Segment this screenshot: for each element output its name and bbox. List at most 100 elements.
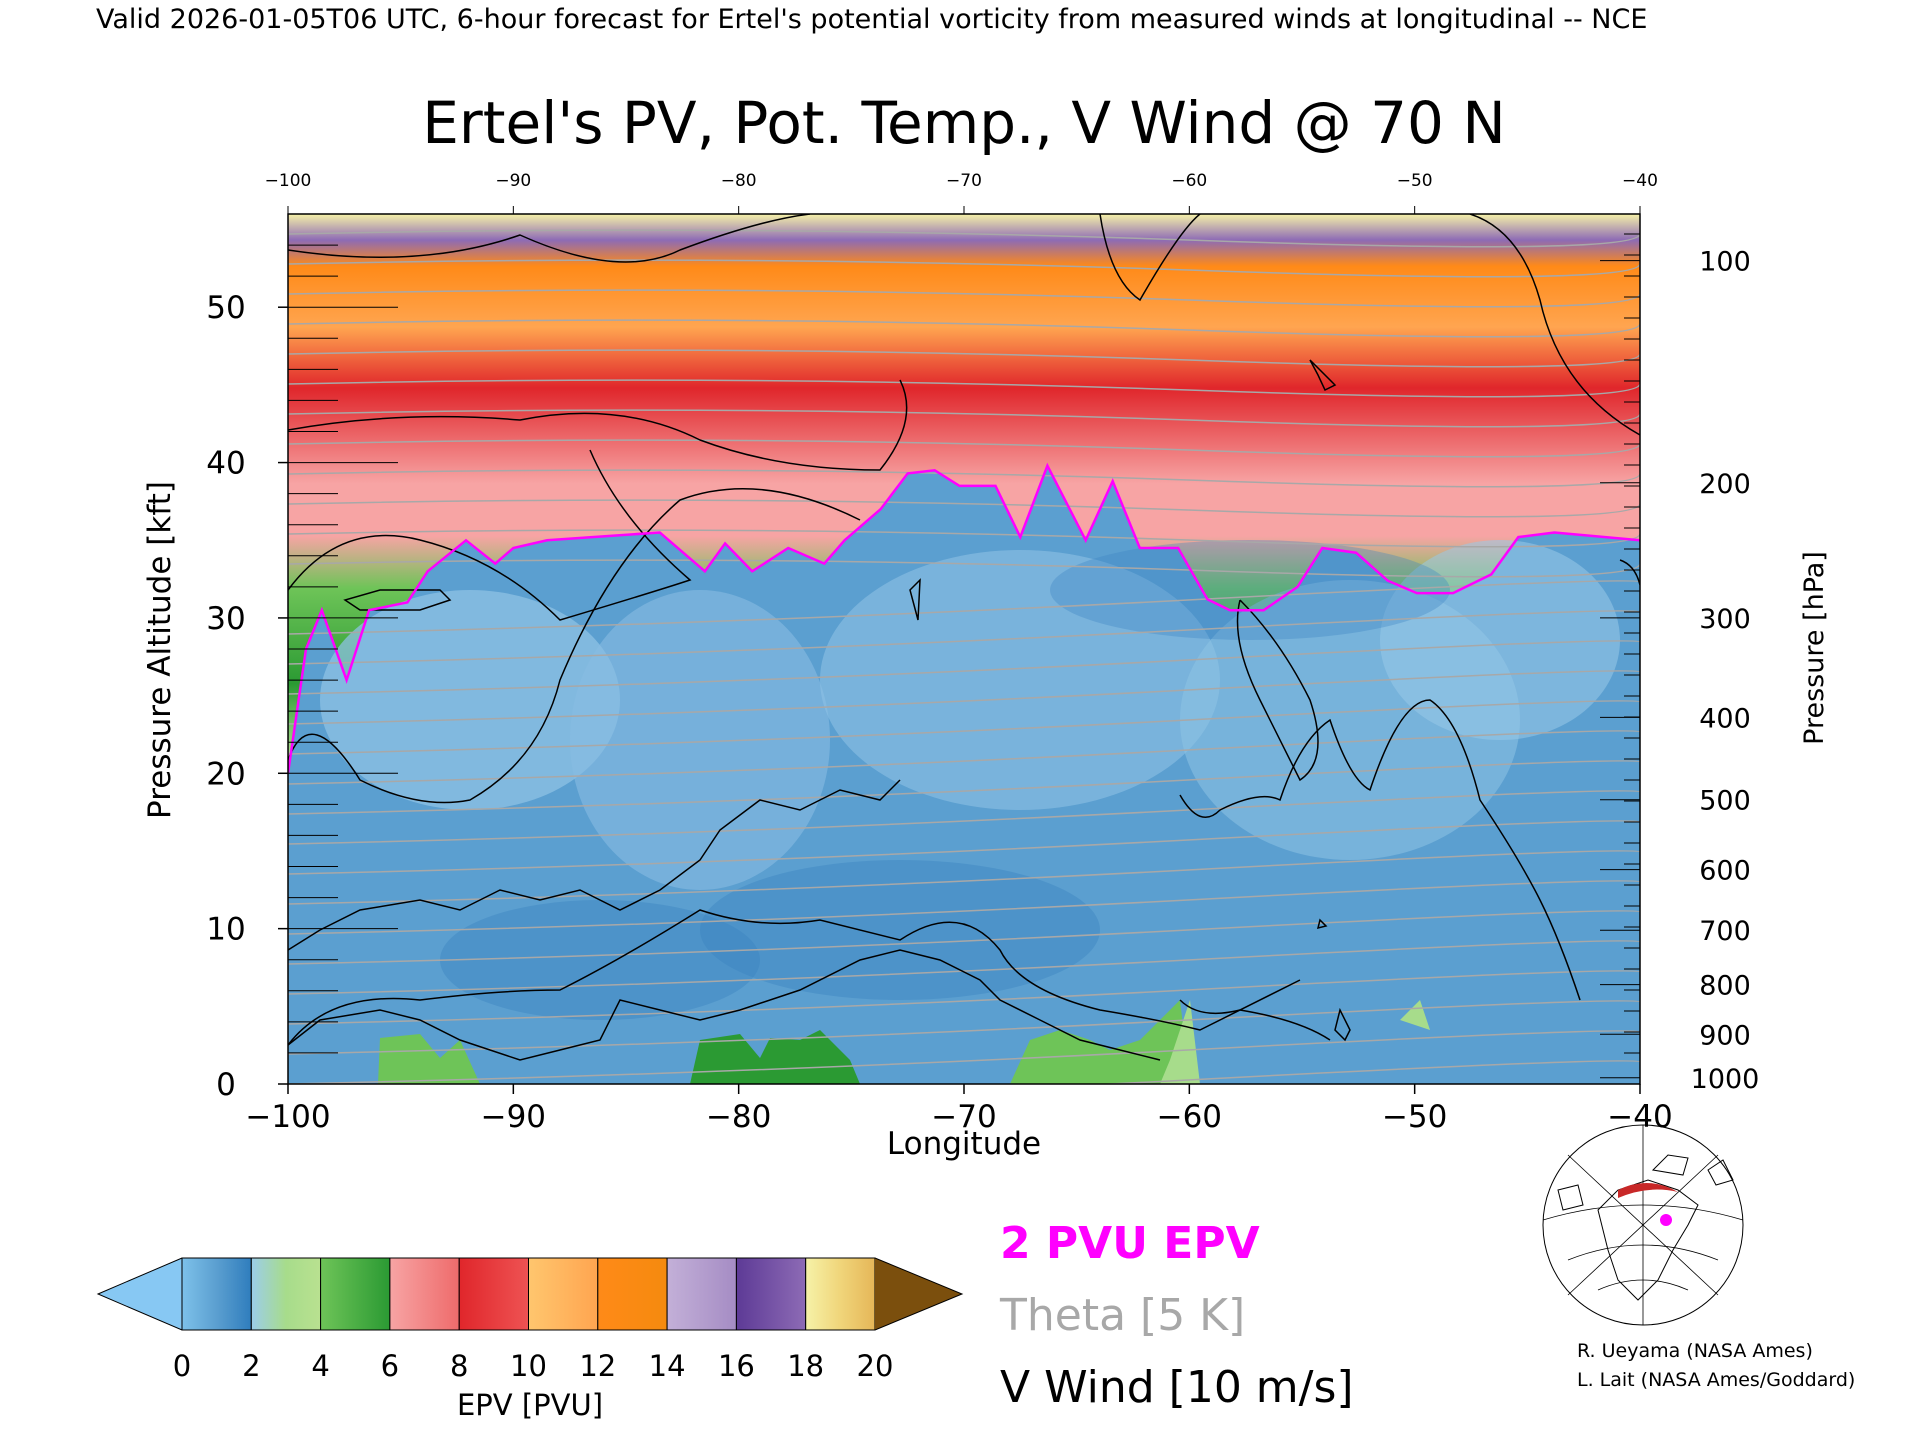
- theta-contour-line: [288, 349, 1640, 368]
- y-axis-right-label: Pressure [hPa]: [1799, 551, 1830, 745]
- inset-location-dot: [1660, 1214, 1672, 1226]
- pressure-tick-label: 700: [1699, 916, 1751, 947]
- pressure-tick-label: 300: [1699, 604, 1751, 635]
- theta-contour-line: [288, 640, 1640, 695]
- colorbar-cell: [597, 1257, 668, 1331]
- x-top-tick-label: −80: [721, 171, 757, 191]
- y-axis-right-ticks: 100 200 300 400 500 600 700 800 900 1000: [1691, 247, 1760, 1095]
- theta-contour-line: [288, 379, 1640, 398]
- theta-contour-line: [288, 970, 1640, 1025]
- colorbar-tick-label: 2: [242, 1349, 260, 1383]
- contour-legend: 2 PVU EPV Theta [5 K] V Wind [10 m/s]: [999, 1218, 1354, 1413]
- theta-contour-line: [288, 880, 1640, 935]
- pressure-tick-label: 900: [1699, 1020, 1751, 1051]
- x-top-tick-label: −40: [1622, 171, 1658, 191]
- x-top-tick-label: −90: [495, 171, 531, 191]
- theta-contour-line: [288, 670, 1640, 725]
- legend-theta: Theta [5 K]: [999, 1290, 1245, 1341]
- theta-contour-line: [288, 580, 1640, 635]
- y-tick-label: 0: [216, 1067, 236, 1103]
- theta-contour-line: [288, 760, 1640, 815]
- theta-contour-line: [288, 439, 1640, 458]
- x-tick-label: −90: [481, 1099, 546, 1135]
- credit-line-2: L. Lait (NASA Ames/Goddard): [1577, 1369, 1855, 1391]
- x-tick-label: −60: [1157, 1099, 1222, 1135]
- theta-contour-line: [288, 610, 1640, 665]
- x-top-tick-label: −100: [265, 171, 312, 191]
- chart-title: Ertel's PV, Pot. Temp., V Wind @ 70 N: [422, 89, 1505, 157]
- troposphere-texture: [320, 540, 1620, 1020]
- y-axis-left-ticks: 0 10 20 30 40 50: [206, 290, 288, 1103]
- colorbar-cell: [805, 1257, 876, 1331]
- theta-contour-line: [1096, 1060, 1640, 1084]
- x-tick-label: −70: [931, 1099, 996, 1135]
- colorbar-cell: [181, 1257, 252, 1331]
- y-axis-left-label: Pressure Altitude [kft]: [142, 481, 178, 819]
- colorbar-outline: [96, 1257, 964, 1331]
- x-axis-bottom-ticks: −100 −90 −80 −70 −60 −50 −40: [245, 1084, 1673, 1135]
- y-tick-label: 50: [206, 290, 245, 326]
- y-tick-label: 30: [206, 601, 245, 637]
- x-top-tick-label: −60: [1171, 171, 1207, 191]
- x-tick-label: −100: [245, 1099, 330, 1135]
- colorbar-cell: [528, 1257, 599, 1331]
- theta-contour-line: [288, 289, 1640, 308]
- theta-contour-line: [288, 259, 1640, 278]
- x-axis-top-ticks: −100 −90 −80 −70 −60 −50 −40: [265, 171, 1658, 214]
- plot-area: [288, 214, 1640, 1084]
- pressure-tick-label: 200: [1699, 469, 1751, 500]
- inset-section-line: [1618, 1182, 1678, 1198]
- left-minor-ticks: [288, 244, 398, 1085]
- valid-time-header: Valid 2026-01-05T06 UTC, 6-hour forecast…: [96, 4, 1647, 35]
- x-top-tick-label: −70: [946, 171, 982, 191]
- colorbar-tick-label: 8: [450, 1349, 468, 1383]
- colorbar-tick-label: 14: [649, 1349, 686, 1383]
- y-tick-label: 10: [206, 912, 245, 948]
- x-axis-label: Longitude: [887, 1126, 1041, 1162]
- colorbar-tick-label: 10: [510, 1349, 547, 1383]
- right-pressure-minor-ticks: [1600, 233, 1640, 1079]
- colorbar-label: EPV [PVU]: [457, 1388, 603, 1422]
- legend-v-wind: V Wind [10 m/s]: [1000, 1362, 1354, 1413]
- colorbar-tick-label: 20: [857, 1349, 894, 1383]
- theta-contour-line: [288, 1030, 1640, 1084]
- colorbar-cell: [250, 1257, 322, 1331]
- locator-inset-map: [1542, 1124, 1744, 1326]
- colorbar-tick-label: 6: [381, 1349, 399, 1383]
- theta-contour-line: [288, 850, 1640, 905]
- pressure-tick-label: 100: [1699, 247, 1751, 278]
- pv-colorbar: 0 2 4 6 8 10 12 14 16 18 20 EPV [PVU]: [96, 1257, 964, 1422]
- pressure-tick-label: 400: [1699, 703, 1751, 734]
- theta-contour-line: [288, 559, 1640, 578]
- theta-contour-line: [288, 910, 1640, 965]
- colorbar-tick-label: 16: [718, 1349, 755, 1383]
- colorbar-cell: [389, 1257, 460, 1331]
- theta-contour-line: [288, 1000, 1640, 1055]
- theta-contour-line: [288, 700, 1640, 755]
- theta-contour-line: [288, 790, 1640, 845]
- pressure-tick-label: 500: [1699, 786, 1751, 817]
- boundary-layer-patches: [378, 1000, 1430, 1084]
- y-tick-label: 20: [206, 756, 245, 792]
- theta-contour-line: [288, 940, 1640, 995]
- theta-contour-line: [288, 319, 1640, 338]
- y-tick-label: 40: [206, 446, 245, 482]
- colorbar-cell: [320, 1257, 391, 1331]
- legend-2pvu-epv: 2 PVU EPV: [1000, 1218, 1260, 1269]
- colorbar-tick-label: 18: [787, 1349, 824, 1383]
- x-top-tick-label: −50: [1397, 171, 1433, 191]
- theta-contour-line: [288, 730, 1640, 785]
- pressure-tick-label: 600: [1699, 856, 1751, 887]
- colorbar-cell: [458, 1257, 530, 1331]
- x-tick-label: −80: [706, 1099, 771, 1135]
- theta-contour-line: [288, 499, 1640, 518]
- pressure-tick-label: 800: [1699, 971, 1751, 1002]
- theta-contour-line: [288, 469, 1640, 488]
- pressure-tick-label: 1000: [1691, 1064, 1760, 1095]
- colorbar-cell: [666, 1257, 737, 1331]
- colorbar-cell: [735, 1257, 807, 1331]
- colorbar-tick-label: 4: [311, 1349, 329, 1383]
- credit-line-1: R. Ueyama (NASA Ames): [1577, 1340, 1813, 1362]
- colorbar-over-arrow: [875, 1258, 962, 1330]
